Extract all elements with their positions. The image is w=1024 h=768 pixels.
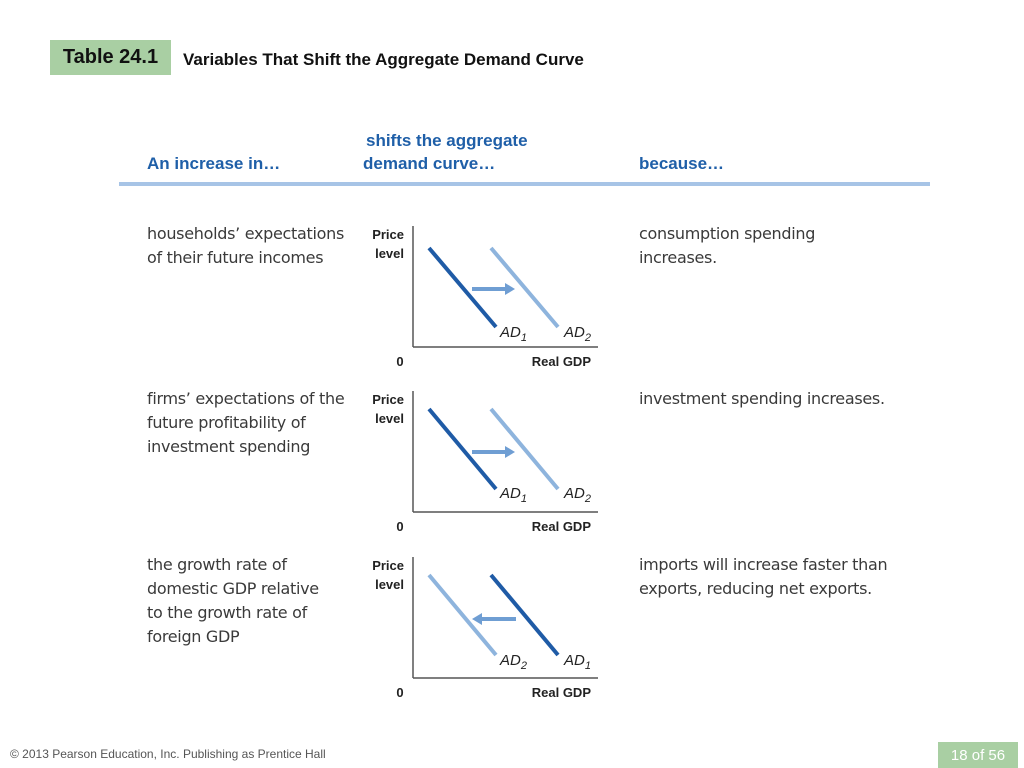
row-1-right-curve xyxy=(489,246,560,329)
row-1-left-curve xyxy=(427,246,498,329)
table-number-badge: Table 24.1 xyxy=(50,40,171,75)
row-2-origin-label: 0 xyxy=(396,519,403,534)
row-2-shift-arrowhead xyxy=(505,446,515,458)
row-1-because: consumption spending increases. xyxy=(639,222,815,270)
page-title: Variables That Shift the Aggregate Deman… xyxy=(183,50,584,69)
column-header-shift: shifts the aggregate demand curve… xyxy=(363,129,528,175)
row-3-increase: the growth rate of domestic GDP relative… xyxy=(147,553,319,649)
row-3-increase-line-4: foreign GDP xyxy=(147,627,240,646)
row-3-increase-line-3: to the growth rate of xyxy=(147,603,307,622)
row-1-shift-arrowhead xyxy=(505,283,515,295)
row-2-left-curve-label: AD1 xyxy=(499,485,527,505)
row-1-increase-line-1: households’ expectations xyxy=(147,224,344,243)
row-1-y-label-price: Price xyxy=(372,227,404,242)
page-number-indicator: 18 of 56 xyxy=(938,742,1018,768)
row-3-x-label: Real GDP xyxy=(532,685,592,700)
row-1-increase: households’ expectations of their future… xyxy=(147,222,344,270)
row-1-right-curve-label: AD2 xyxy=(563,324,591,344)
row-3-right-curve xyxy=(489,573,560,657)
row-1-because-line-2: increases. xyxy=(639,248,717,267)
header-divider xyxy=(119,182,930,186)
column-header-increase: An increase in… xyxy=(147,154,281,173)
column-header-shift-line-1: shifts the aggregate xyxy=(366,131,528,150)
row-3-left-curve xyxy=(427,573,498,657)
row-3-origin-label: 0 xyxy=(396,685,403,700)
row-3-y-label-price: Price xyxy=(372,558,404,573)
row-1-because-line-1: consumption spending xyxy=(639,224,816,243)
column-header-shift-line-2: demand curve… xyxy=(363,154,496,173)
row-3-right-curve-label: AD1 xyxy=(563,652,591,672)
row-2-because: investment spending increases. xyxy=(639,387,885,411)
row-2-because-line-1: investment spending increases. xyxy=(639,389,885,408)
row-2-x-label: Real GDP xyxy=(532,519,592,534)
row-1-x-label: Real GDP xyxy=(532,354,592,369)
row-2-left-curve xyxy=(427,407,498,491)
row-3-because: imports will increase faster than export… xyxy=(639,553,888,601)
row-2-y-label-level: level xyxy=(375,411,404,426)
column-header-because: because… xyxy=(639,154,725,173)
row-3-because-line-1: imports will increase faster than xyxy=(639,555,888,574)
row-2-y-label-price: Price xyxy=(372,392,404,407)
row-1-increase-line-2: of their future incomes xyxy=(147,248,324,267)
row-2-right-curve xyxy=(489,407,560,491)
row-2-increase-line-1: firms’ expectations of the xyxy=(147,389,345,408)
row-2-increase-line-3: investment spending xyxy=(147,437,311,456)
row-3-left-curve-label: AD2 xyxy=(499,652,527,672)
row-3-shift-arrowhead xyxy=(472,613,482,625)
row-3-y-label-level: level xyxy=(375,577,404,592)
row-1-left-curve-label: AD1 xyxy=(499,324,527,344)
row-2-increase: firms’ expectations of the future profit… xyxy=(147,387,345,459)
row-3-increase-line-1: the growth rate of xyxy=(147,555,287,574)
row-3-because-line-2: exports, reducing net exports. xyxy=(639,579,872,598)
row-3-increase-line-2: domestic GDP relative xyxy=(147,579,319,598)
row-3-ad-graph: Price level 0 Real GDP AD2 AD1 xyxy=(372,557,598,700)
row-1-y-label-level: level xyxy=(375,246,404,261)
copyright-notice: © 2013 Pearson Education, Inc. Publishin… xyxy=(10,747,326,761)
row-2-right-curve-label: AD2 xyxy=(563,485,591,505)
row-2-increase-line-2: future profitability of xyxy=(147,413,306,432)
row-2-ad-graph: Price level 0 Real GDP AD1 AD2 xyxy=(372,391,598,534)
row-1-origin-label: 0 xyxy=(396,354,403,369)
row-1-ad-graph: Price level 0 Real GDP AD1 AD2 xyxy=(372,226,598,369)
